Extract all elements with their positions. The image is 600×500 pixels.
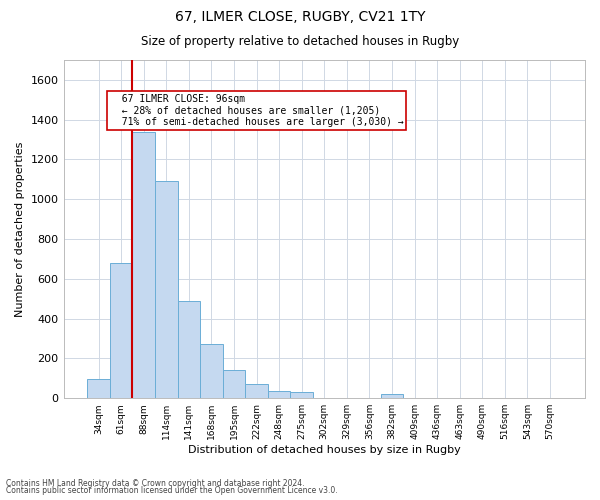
Bar [155, 182, 178, 398]
Bar [200, 344, 223, 398]
Bar [223, 370, 245, 398]
Text: 67 ILMER CLOSE: 96sqm
  ← 28% of detached houses are smaller (1,205)
  71% of se: 67 ILMER CLOSE: 96sqm ← 28% of detached … [110, 94, 404, 127]
Bar [268, 391, 290, 398]
Text: 67, ILMER CLOSE, RUGBY, CV21 1TY: 67, ILMER CLOSE, RUGBY, CV21 1TY [175, 10, 425, 24]
Bar [381, 394, 403, 398]
X-axis label: Distribution of detached houses by size in Rugby: Distribution of detached houses by size … [188, 445, 461, 455]
Bar [290, 392, 313, 398]
Bar [245, 384, 268, 398]
Text: Contains HM Land Registry data © Crown copyright and database right 2024.: Contains HM Land Registry data © Crown c… [6, 478, 305, 488]
Bar [87, 380, 110, 398]
Bar [110, 263, 133, 398]
Bar [178, 300, 200, 398]
Y-axis label: Number of detached properties: Number of detached properties [15, 142, 25, 317]
Bar [133, 132, 155, 398]
Text: Size of property relative to detached houses in Rugby: Size of property relative to detached ho… [141, 35, 459, 48]
Text: Contains public sector information licensed under the Open Government Licence v3: Contains public sector information licen… [6, 486, 338, 495]
